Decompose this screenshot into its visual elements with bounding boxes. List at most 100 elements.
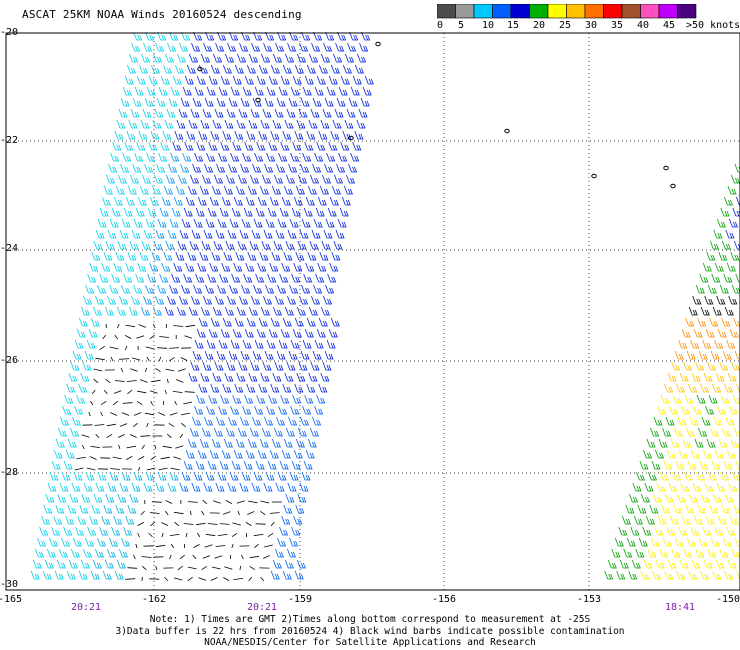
wind-barb [182,152,192,162]
wind-barb [101,515,111,525]
wind-barb [259,251,269,261]
wind-barb [192,163,202,173]
wind-barb [247,438,257,448]
wind-barb [660,471,669,481]
wind-barb [277,537,287,547]
wind-barb [204,350,214,360]
wind-barb [720,207,730,217]
wind-barb [348,97,358,107]
cb-label-50plus: >50 knots [686,20,740,31]
wind-barb [334,174,344,184]
wind-barb [160,75,170,85]
wind-barb [676,570,686,580]
wind-barb [154,444,157,450]
wind-barb [216,416,226,426]
wind-barb [158,412,166,416]
wind-barb [297,493,307,503]
wind-barb [705,405,715,415]
wind-barb [60,416,70,426]
wind-barb [293,449,303,459]
wind-barb [90,446,101,448]
wind-barb [132,163,142,173]
wind-barb [231,207,241,217]
wind-barb [195,273,205,283]
wind-barb [208,75,218,85]
wind-barb [722,427,732,437]
wind-barb [274,108,284,118]
wind-barb [231,532,238,538]
wind-barb [235,185,245,195]
wind-barb [67,504,77,514]
wind-barb [243,273,253,283]
wind-barb [300,350,310,360]
wind-barb [101,262,111,272]
wind-barb [668,482,678,492]
wind-barb [147,273,157,283]
wind-barb [169,347,180,349]
wind-barb [95,548,104,558]
wind-barb [142,565,147,571]
wind-barb [150,521,156,527]
wind-barb [300,97,310,107]
wind-barb [258,130,268,140]
wind-barb [666,526,676,536]
wind-barb [681,405,691,415]
wind-barb [700,383,710,393]
wind-barb [53,515,63,525]
wind-barb [133,554,136,560]
wind-barb [263,482,273,492]
wind-barb [291,460,301,470]
wind-barb [733,240,740,250]
wind-barb [275,295,285,305]
colorbar-swatch [603,4,623,19]
wind-barb [619,559,629,569]
wind-barb [202,427,211,437]
wind-barb [225,240,235,250]
wind-barb [93,240,103,250]
wind-barb [265,284,275,294]
wind-barb [335,42,345,52]
wind-barb [176,306,186,316]
wind-barb [226,174,236,184]
wind-barb [299,295,309,305]
wind-barb [136,141,146,151]
wind-barb [166,174,176,184]
wind-barb [717,405,727,415]
wind-barb [270,317,280,327]
wind-barb [324,97,334,107]
wind-barb [279,526,289,536]
wind-barb [95,295,105,305]
wind-barb [188,119,198,129]
wind-barb [190,361,200,371]
wind-barb [322,361,332,371]
wind-barb [279,207,289,217]
wind-barb [214,555,223,559]
wind-barb [686,350,696,360]
wind-barb [304,141,314,151]
wind-barb [103,251,113,261]
wind-barb [74,339,84,349]
wind-barb [136,400,143,406]
wind-barb [632,482,642,492]
wind-barb [673,504,683,514]
wind-barb [297,240,307,250]
wind-barb [604,570,614,580]
wind-barb [707,548,717,558]
wind-barb [140,435,151,437]
wind-barb [58,427,67,437]
wind-barb [265,471,275,481]
wind-barb [203,229,213,239]
wind-barb [114,334,118,340]
wind-barb [723,273,733,283]
wind-barb [272,372,282,382]
wind-barb [133,412,142,416]
wind-barb [727,372,737,382]
wind-barb [712,493,722,503]
wind-barb [183,523,194,525]
wind-barb [125,196,135,206]
wind-barb [237,53,247,63]
wind-barb [322,108,332,118]
island-outline [197,66,203,72]
wind-barb [315,207,325,217]
wind-barb [312,416,322,426]
